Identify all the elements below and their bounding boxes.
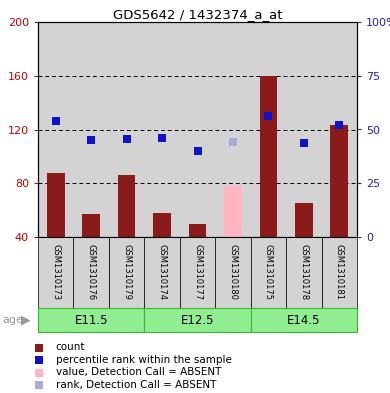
Bar <box>330 125 348 237</box>
Bar <box>109 22 144 237</box>
Bar <box>38 22 73 237</box>
Bar <box>322 237 357 308</box>
Text: GSM1310180: GSM1310180 <box>229 244 238 301</box>
Bar <box>295 204 313 237</box>
Text: GSM1310177: GSM1310177 <box>193 244 202 301</box>
Bar <box>82 214 100 237</box>
Bar <box>286 237 322 308</box>
Text: age: age <box>2 315 23 325</box>
Text: count: count <box>56 343 85 353</box>
Bar <box>215 237 251 308</box>
Bar <box>251 308 357 332</box>
Bar <box>73 22 109 237</box>
Bar <box>189 224 206 237</box>
Text: GSM1310176: GSM1310176 <box>87 244 96 301</box>
Text: percentile rank within the sample: percentile rank within the sample <box>56 355 232 365</box>
Text: E14.5: E14.5 <box>287 314 321 327</box>
Bar <box>259 76 277 237</box>
Text: E11.5: E11.5 <box>74 314 108 327</box>
Text: value, Detection Call = ABSENT: value, Detection Call = ABSENT <box>56 367 221 378</box>
Bar <box>322 22 357 237</box>
Text: GSM1310173: GSM1310173 <box>51 244 60 301</box>
Bar <box>144 237 180 308</box>
Title: GDS5642 / 1432374_a_at: GDS5642 / 1432374_a_at <box>113 8 282 21</box>
Text: ▶: ▶ <box>21 314 31 327</box>
Text: GSM1310181: GSM1310181 <box>335 244 344 301</box>
Bar <box>251 22 286 237</box>
Bar <box>180 237 215 308</box>
Bar <box>73 237 109 308</box>
Bar <box>118 175 135 237</box>
Bar <box>38 308 144 332</box>
Bar <box>109 237 144 308</box>
Bar <box>144 22 180 237</box>
Text: GSM1310174: GSM1310174 <box>158 244 167 301</box>
Text: E12.5: E12.5 <box>181 314 214 327</box>
Bar <box>38 237 73 308</box>
Bar <box>224 186 242 237</box>
Text: GSM1310178: GSM1310178 <box>300 244 308 301</box>
Bar <box>144 308 251 332</box>
Text: GSM1310179: GSM1310179 <box>122 244 131 301</box>
Bar <box>215 22 251 237</box>
Text: GSM1310175: GSM1310175 <box>264 244 273 301</box>
Bar <box>153 213 171 237</box>
Bar <box>251 237 286 308</box>
Bar <box>286 22 322 237</box>
Bar <box>180 22 215 237</box>
Bar <box>47 173 65 237</box>
Text: rank, Detection Call = ABSENT: rank, Detection Call = ABSENT <box>56 380 216 390</box>
